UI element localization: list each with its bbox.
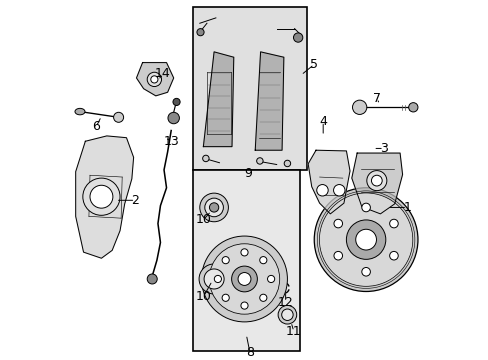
Circle shape <box>150 76 158 83</box>
Circle shape <box>238 273 250 285</box>
Polygon shape <box>351 153 402 214</box>
Circle shape <box>389 219 397 228</box>
Text: 1: 1 <box>403 201 410 214</box>
Text: 14: 14 <box>154 67 170 80</box>
Circle shape <box>333 219 342 228</box>
Circle shape <box>281 309 292 320</box>
Circle shape <box>408 103 417 112</box>
Circle shape <box>241 302 247 309</box>
Circle shape <box>259 294 266 301</box>
Text: 7: 7 <box>372 92 380 105</box>
Circle shape <box>355 229 376 250</box>
Text: 3: 3 <box>379 142 387 155</box>
Circle shape <box>366 171 386 191</box>
Circle shape <box>222 257 229 264</box>
Circle shape <box>209 203 218 212</box>
Circle shape <box>284 160 290 167</box>
Polygon shape <box>203 52 233 147</box>
Circle shape <box>231 266 257 292</box>
Circle shape <box>197 28 203 36</box>
Circle shape <box>319 193 412 286</box>
Text: 5: 5 <box>309 58 318 71</box>
Circle shape <box>333 251 342 260</box>
Text: 12: 12 <box>277 296 293 309</box>
Circle shape <box>214 275 221 283</box>
Circle shape <box>82 178 120 215</box>
Text: 6: 6 <box>92 121 100 134</box>
Circle shape <box>389 251 397 260</box>
Circle shape <box>147 274 157 284</box>
Polygon shape <box>307 150 349 214</box>
Circle shape <box>90 185 113 208</box>
Circle shape <box>173 98 180 105</box>
Circle shape <box>361 203 369 212</box>
Circle shape <box>361 267 369 276</box>
Circle shape <box>293 33 302 42</box>
Bar <box>192 7 306 170</box>
Circle shape <box>203 269 224 289</box>
Circle shape <box>267 275 274 283</box>
Text: 4: 4 <box>319 115 326 128</box>
Text: 10: 10 <box>195 291 211 303</box>
Ellipse shape <box>75 108 85 115</box>
Text: 9: 9 <box>244 167 251 180</box>
Text: 8: 8 <box>245 346 253 359</box>
Text: 11: 11 <box>285 325 301 338</box>
Circle shape <box>371 175 382 186</box>
Circle shape <box>352 100 366 114</box>
Bar <box>192 170 299 351</box>
Circle shape <box>167 112 179 124</box>
Circle shape <box>278 305 296 324</box>
Circle shape <box>256 158 263 164</box>
Polygon shape <box>76 136 133 258</box>
Circle shape <box>199 264 229 294</box>
Text: 2: 2 <box>131 194 139 207</box>
Circle shape <box>259 257 266 264</box>
Circle shape <box>333 185 345 196</box>
Polygon shape <box>255 52 283 150</box>
Circle shape <box>222 294 229 301</box>
Circle shape <box>147 72 161 86</box>
Circle shape <box>314 188 417 292</box>
Circle shape <box>200 193 228 222</box>
Text: 13: 13 <box>163 135 179 148</box>
Circle shape <box>202 155 209 162</box>
Circle shape <box>113 112 123 122</box>
Circle shape <box>346 220 385 259</box>
Circle shape <box>316 185 327 196</box>
Circle shape <box>204 198 223 217</box>
Circle shape <box>201 236 287 322</box>
Circle shape <box>241 249 247 256</box>
Polygon shape <box>136 63 173 96</box>
Text: 10: 10 <box>195 213 211 226</box>
Circle shape <box>209 244 279 314</box>
